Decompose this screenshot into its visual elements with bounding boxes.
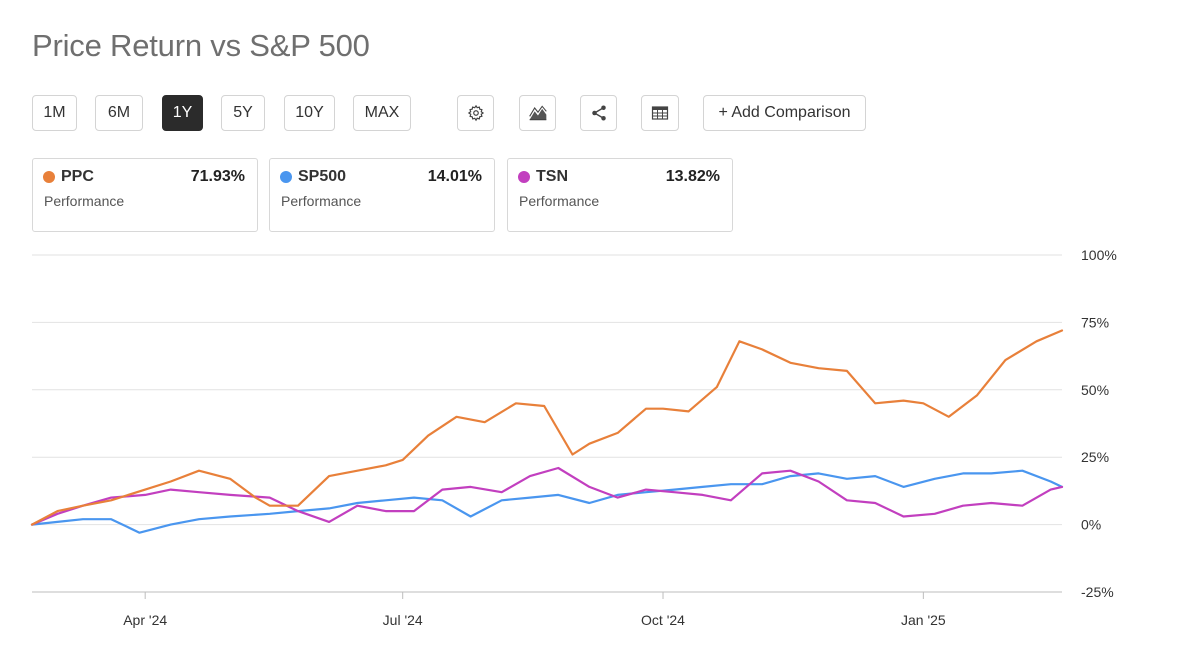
y-tick-label: -25%	[1081, 584, 1114, 600]
share-button[interactable]	[580, 95, 617, 131]
series-line-tsn	[30, 466, 1064, 526]
range-10y-button[interactable]: 10Y	[284, 95, 335, 131]
series-color-dot	[43, 171, 55, 183]
card-subtitle: Performance	[281, 193, 362, 209]
add-comparison-button[interactable]: + Add Comparison	[703, 95, 866, 131]
series-line-sp500	[30, 469, 1064, 534]
y-tick-label: 25%	[1081, 449, 1109, 465]
y-tick-label: 75%	[1081, 314, 1109, 330]
x-tick-label: Apr '24	[123, 612, 167, 628]
card-ticker: TSN	[536, 168, 568, 185]
table-icon	[651, 106, 669, 120]
card-ticker: PPC	[61, 168, 94, 185]
share-icon	[591, 105, 606, 121]
series-color-dot	[518, 171, 530, 183]
x-tick-label: Jul '24	[383, 612, 423, 628]
card-value: 14.01%	[427, 168, 482, 185]
y-tick-label: 50%	[1081, 382, 1109, 398]
range-5y-button[interactable]: 5Y	[221, 95, 265, 131]
y-tick-label: 0%	[1081, 517, 1101, 533]
series-line-ppc	[30, 329, 1064, 526]
mountain-chart-icon	[528, 105, 547, 121]
comparison-card-ppc[interactable]: PPC 71.93% Performance	[32, 158, 258, 232]
comparison-card-tsn[interactable]: TSN 13.82% Performance	[507, 158, 733, 232]
card-value: 71.93%	[190, 168, 245, 185]
range-1m-button[interactable]: 1M	[32, 95, 77, 131]
card-subtitle: Performance	[519, 193, 600, 209]
range-1y-button[interactable]: 1Y	[162, 95, 203, 131]
range-max-button[interactable]: MAX	[353, 95, 411, 131]
card-value: 13.82%	[665, 168, 720, 185]
settings-button[interactable]	[457, 95, 494, 131]
x-tick-label: Oct '24	[641, 612, 685, 628]
gear-icon	[467, 104, 484, 122]
card-subtitle: Performance	[44, 193, 125, 209]
chart-type-button[interactable]	[519, 95, 556, 131]
range-6m-button[interactable]: 6M	[95, 95, 143, 131]
y-tick-label: 100%	[1081, 247, 1117, 263]
x-tick-label: Jan '25	[901, 612, 946, 628]
comparison-card-sp500[interactable]: SP500 14.01% Performance	[269, 158, 495, 232]
page-title: Price Return vs S&P 500	[32, 28, 370, 63]
series-color-dot	[280, 171, 292, 183]
card-ticker: SP500	[298, 168, 347, 185]
table-button[interactable]	[641, 95, 679, 131]
